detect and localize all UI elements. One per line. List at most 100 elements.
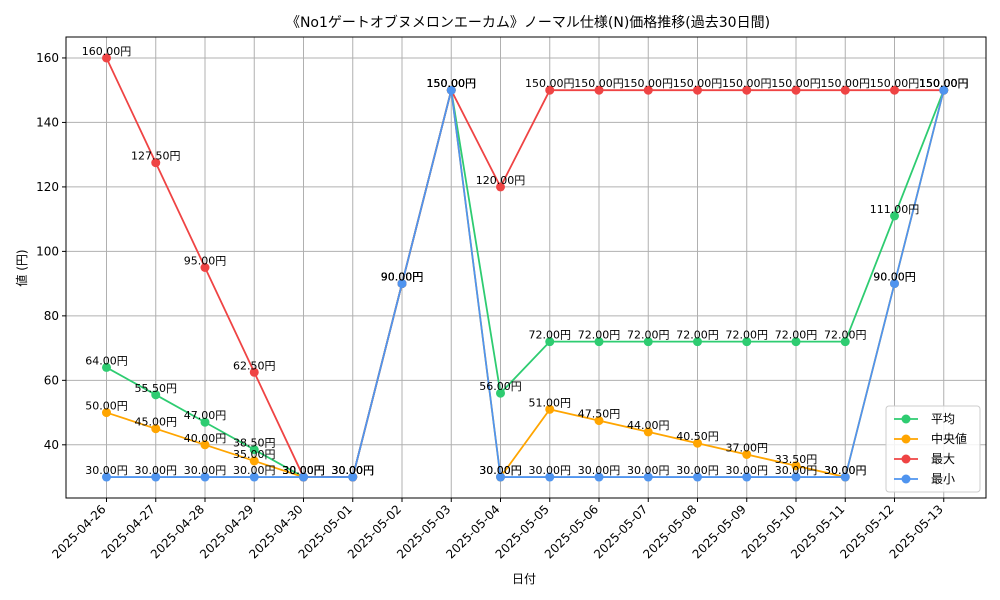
data-point bbox=[496, 472, 505, 482]
data-point bbox=[890, 211, 899, 221]
data-label: 30.00円 bbox=[282, 464, 325, 477]
data-label: 150.00円 bbox=[427, 77, 477, 90]
data-label: 56.00円 bbox=[479, 380, 522, 393]
legend-marker bbox=[901, 414, 911, 424]
y-tick-label: 160 bbox=[36, 51, 59, 65]
y-axis-ticks: 40 60 80 100 120 140 160 bbox=[36, 51, 66, 452]
data-label: 55.50円 bbox=[135, 382, 178, 395]
legend-box bbox=[885, 405, 981, 493]
y-tick-label: 40 bbox=[44, 438, 59, 452]
data-point bbox=[249, 445, 259, 455]
data-point bbox=[545, 85, 555, 95]
data-label: 30.00円 bbox=[676, 464, 719, 477]
data-label: 30.00円 bbox=[824, 464, 867, 477]
legend-marker bbox=[901, 474, 911, 484]
data-point bbox=[200, 417, 210, 427]
data-label: 37.00円 bbox=[726, 441, 769, 454]
data-label: 90.00円 bbox=[873, 271, 916, 284]
data-label: 150.00円 bbox=[919, 77, 969, 90]
data-label: 30.00円 bbox=[479, 464, 522, 477]
data-point bbox=[742, 449, 752, 459]
data-label: 30.00円 bbox=[578, 464, 621, 477]
data-label: 35.00円 bbox=[233, 448, 276, 461]
data-point bbox=[102, 53, 111, 63]
data-point bbox=[791, 472, 801, 482]
data-label: 30.00円 bbox=[135, 464, 178, 477]
data-label: 150.00円 bbox=[574, 77, 624, 90]
data-label: 72.00円 bbox=[627, 329, 670, 342]
data-point bbox=[791, 85, 801, 95]
data-point bbox=[200, 263, 210, 272]
data-label: 30.00円 bbox=[282, 464, 325, 477]
data-label: 111.00円 bbox=[870, 203, 920, 216]
data-point bbox=[840, 85, 850, 95]
series-最小 bbox=[102, 85, 949, 482]
data-label: 33.50円 bbox=[775, 453, 818, 466]
data-label: 150.00円 bbox=[919, 77, 969, 90]
legend-marker bbox=[901, 434, 911, 444]
x-axis-ticks: 2025-04-262025-04-272025-04-282025-04-29… bbox=[49, 498, 946, 561]
data-labels: 64.00円 55.50円 47.00円 38.50円 30.00円 30.00円 90.0… bbox=[82, 45, 969, 477]
data-point bbox=[545, 337, 555, 347]
series-line bbox=[106, 89, 945, 478]
legend-label: 中央値 bbox=[931, 431, 967, 446]
series-line bbox=[106, 89, 945, 478]
data-point bbox=[249, 367, 259, 377]
data-label: 150.00円 bbox=[870, 77, 920, 90]
data-point bbox=[643, 427, 653, 437]
data-label: 30.00円 bbox=[332, 464, 375, 477]
data-point bbox=[299, 472, 308, 482]
data-point bbox=[939, 85, 949, 95]
data-label: 150.00円 bbox=[821, 77, 871, 90]
data-point bbox=[643, 472, 653, 482]
data-point bbox=[594, 416, 604, 426]
y-axis-label: 値 (円) bbox=[14, 249, 29, 286]
data-label: 72.00円 bbox=[726, 329, 769, 342]
grid bbox=[66, 37, 986, 498]
y-tick-label: 140 bbox=[36, 115, 59, 129]
legend-label: 最大 bbox=[931, 452, 955, 466]
data-label: 30.00円 bbox=[332, 464, 375, 477]
data-label: 30.00円 bbox=[282, 464, 325, 477]
data-label: 44.00円 bbox=[627, 419, 670, 432]
data-point bbox=[151, 424, 161, 434]
y-tick-label: 60 bbox=[44, 373, 59, 387]
data-label: 150.00円 bbox=[919, 77, 969, 90]
data-label: 72.00円 bbox=[676, 329, 719, 342]
data-label: 30.00円 bbox=[85, 464, 128, 477]
data-label: 150.00円 bbox=[427, 77, 477, 90]
data-point bbox=[200, 472, 210, 482]
series-最大 bbox=[102, 53, 949, 482]
data-point bbox=[890, 85, 899, 95]
data-point bbox=[249, 472, 259, 482]
data-point bbox=[446, 85, 456, 95]
data-label: 72.00円 bbox=[529, 329, 572, 342]
data-point bbox=[545, 472, 555, 482]
data-label: 30.00円 bbox=[282, 464, 325, 477]
data-label: 150.00円 bbox=[427, 77, 477, 90]
y-tick-label: 80 bbox=[44, 309, 59, 323]
data-label: 62.50円 bbox=[233, 359, 276, 372]
data-label: 40.00円 bbox=[184, 432, 227, 445]
data-point bbox=[200, 440, 210, 450]
data-point bbox=[742, 85, 752, 95]
data-label: 47.00円 bbox=[184, 409, 227, 422]
data-point bbox=[496, 388, 505, 398]
data-label: 47.50円 bbox=[578, 408, 621, 421]
data-label: 30.00円 bbox=[824, 464, 867, 477]
data-label: 50.00円 bbox=[85, 400, 128, 413]
data-label: 30.00円 bbox=[726, 464, 769, 477]
data-label: 30.00円 bbox=[627, 464, 670, 477]
data-label: 150.00円 bbox=[722, 77, 772, 90]
data-label: 90.00円 bbox=[381, 271, 424, 284]
data-point bbox=[496, 182, 505, 192]
data-point bbox=[791, 461, 801, 471]
data-point bbox=[643, 337, 653, 347]
data-point bbox=[151, 390, 161, 400]
series-line bbox=[105, 57, 944, 478]
data-point bbox=[840, 472, 850, 482]
data-point bbox=[151, 158, 161, 168]
data-label: 30.00円 bbox=[529, 464, 572, 477]
